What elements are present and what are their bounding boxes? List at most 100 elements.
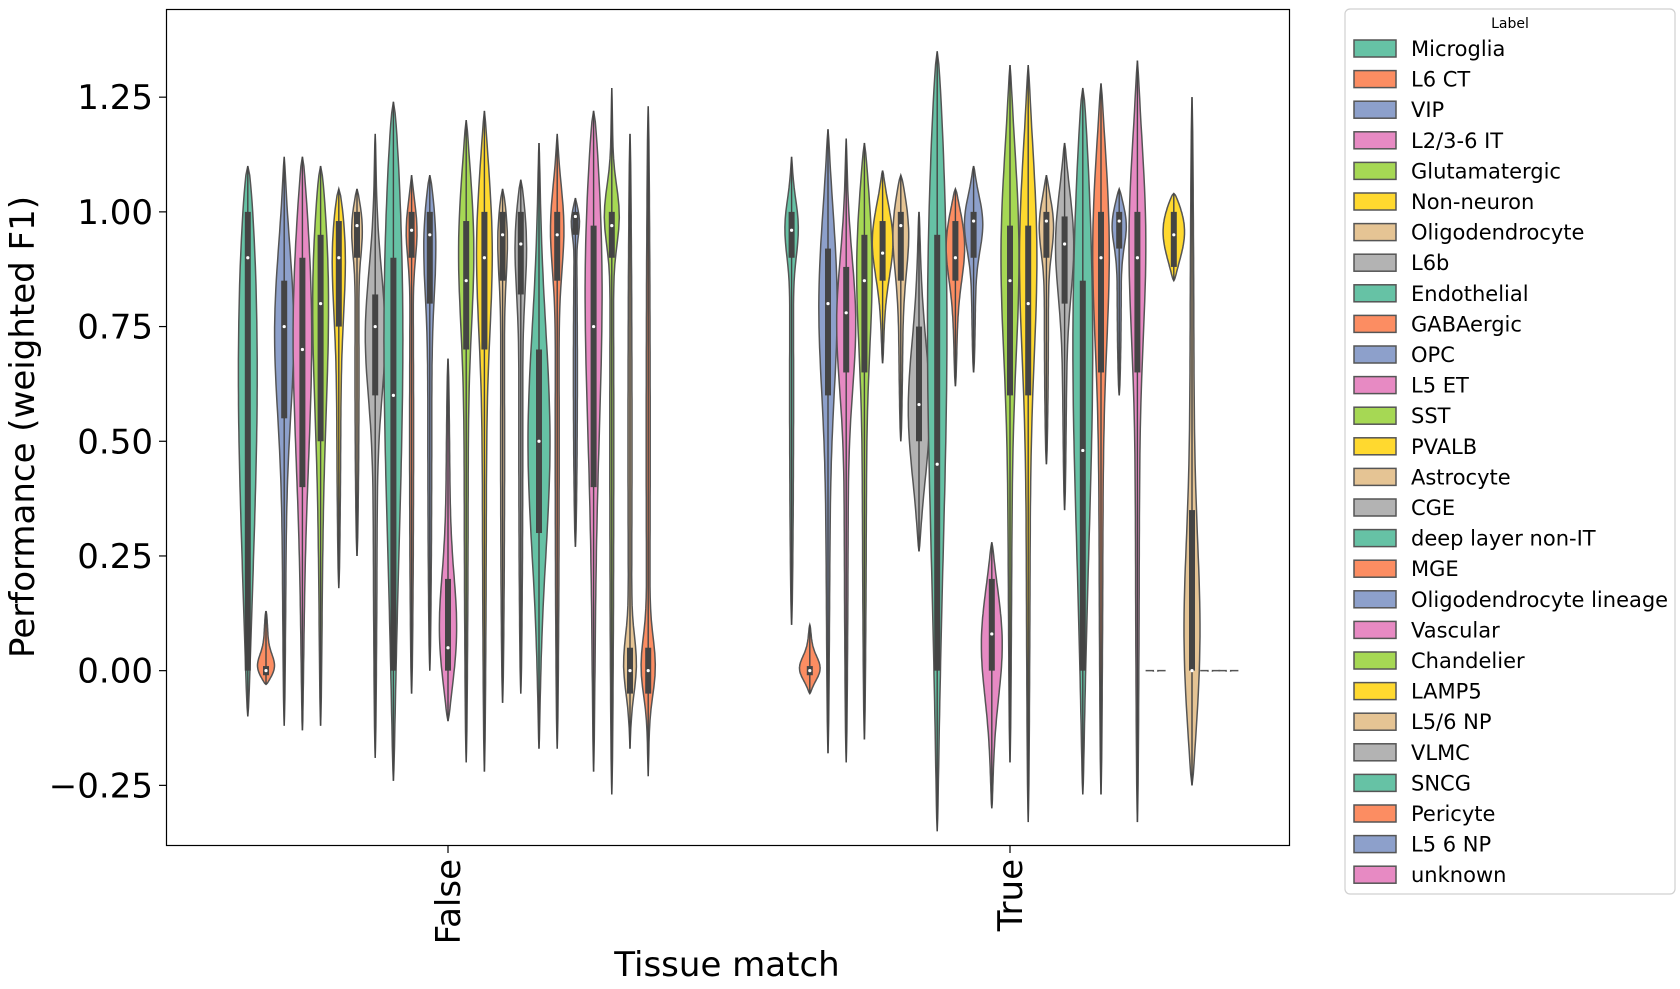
violin-median (990, 632, 994, 636)
legend-label: Chandelier (1411, 649, 1525, 673)
violin-median (953, 256, 958, 260)
legend-swatch (1353, 804, 1397, 823)
violin-box (244, 211, 251, 671)
violin-true-22 (1183, 97, 1201, 786)
legend-label: deep layer non-IT (1411, 527, 1596, 551)
violin-box (1025, 225, 1032, 396)
legend-label: MGE (1411, 557, 1459, 581)
violin-true-16 (1072, 87, 1094, 795)
violin-median (1208, 669, 1212, 673)
legend-swatch (1353, 590, 1397, 609)
violin-true-1 (798, 621, 821, 695)
legend-label: CGE (1411, 496, 1455, 520)
violin-median (881, 251, 885, 255)
legend-swatch (1353, 743, 1397, 762)
violin-median (862, 279, 867, 283)
x-tick-label: False (429, 859, 469, 944)
legend-label: LAMP5 (1411, 680, 1482, 704)
legend-swatch (1353, 100, 1397, 119)
violin-median (300, 347, 304, 352)
violin-median (355, 224, 359, 228)
violin-median (391, 393, 395, 397)
legend-label: PVALB (1411, 435, 1477, 459)
violin-median (1226, 669, 1230, 673)
legend-swatch (1353, 161, 1397, 181)
violin-box (590, 225, 597, 488)
violin-box (879, 221, 886, 281)
violin-false-9 (405, 175, 418, 694)
violin-true-12 (1000, 65, 1020, 763)
legend-swatch (1353, 620, 1397, 640)
legend-label: Vascular (1411, 618, 1500, 642)
legend-swatch (1353, 773, 1397, 793)
violin-box (517, 211, 524, 295)
violin-false-10 (423, 175, 437, 671)
violin-false-14 (497, 188, 509, 703)
legend-swatch (1353, 69, 1397, 89)
violin-median (1154, 669, 1158, 673)
legend-label: SST (1411, 404, 1451, 428)
legend-swatch (1353, 314, 1397, 334)
violin-box (554, 211, 561, 281)
violin-true-15 (1054, 142, 1075, 511)
violin-median (282, 324, 286, 329)
violin-false-4 (311, 165, 330, 726)
violin-false-8 (383, 101, 404, 781)
violin-true-0 (784, 156, 800, 625)
violin-true-17 (1091, 83, 1111, 795)
violin-false-3 (292, 156, 313, 731)
legend-label: Microglia (1411, 37, 1505, 61)
y-axis-label: Performance (weighted F1) (3, 196, 43, 658)
legend-label: L2/3-6 IT (1411, 129, 1503, 153)
violin-median (482, 256, 486, 260)
violin-false-15 (514, 179, 528, 694)
violin-false-22 (640, 106, 657, 777)
violin-true-19 (1128, 60, 1147, 823)
violin-median (808, 669, 812, 673)
legend-label: GABAergic (1411, 312, 1522, 336)
violin-box (970, 211, 977, 258)
violin-median (246, 256, 250, 260)
legend-label: L5 ET (1411, 374, 1469, 398)
violin-median (501, 233, 505, 237)
y-tick-label: 0.75 (77, 308, 153, 348)
violin-box (934, 234, 941, 671)
legend-label: Endothelial (1411, 282, 1529, 306)
violin-median (555, 233, 559, 237)
violin-median (917, 402, 921, 407)
legend: Label Microglia L6 CT VIP L2/3-6 IT Glutamat… (1344, 8, 1676, 895)
legend-swatch (1353, 712, 1397, 731)
violin-box (408, 211, 415, 258)
violin-false-6 (350, 188, 364, 557)
legend-label: Astrocyte (1411, 465, 1511, 489)
violin-false-12 (457, 120, 475, 763)
y-tick-label: −0.25 (49, 766, 153, 806)
violin-median (826, 302, 830, 306)
plot-frame (165, 8, 1291, 847)
violin-median (1172, 233, 1176, 237)
violin-box (1134, 211, 1141, 373)
violin-false-20 (603, 87, 621, 795)
violin-median (573, 214, 578, 219)
violin-true-24 (1218, 669, 1239, 673)
violin-box (372, 294, 379, 396)
violin-box (897, 211, 904, 281)
violin-box (1189, 510, 1195, 671)
violin-median (935, 462, 939, 466)
violin-box (1007, 225, 1013, 396)
violin-median (446, 646, 450, 650)
violin-false-21 (622, 133, 638, 749)
violins-layer (237, 51, 1239, 832)
legend-swatch (1353, 437, 1397, 456)
violin-box (988, 578, 995, 671)
legend-frame (1344, 8, 1676, 895)
violin-false-16 (527, 142, 551, 749)
violin-box (481, 211, 488, 350)
violin-box (299, 257, 306, 488)
violin-box (843, 266, 850, 373)
violin-median (464, 279, 468, 283)
violin-box (463, 221, 470, 350)
violin-median (373, 324, 377, 329)
legend-swatch (1353, 467, 1397, 487)
